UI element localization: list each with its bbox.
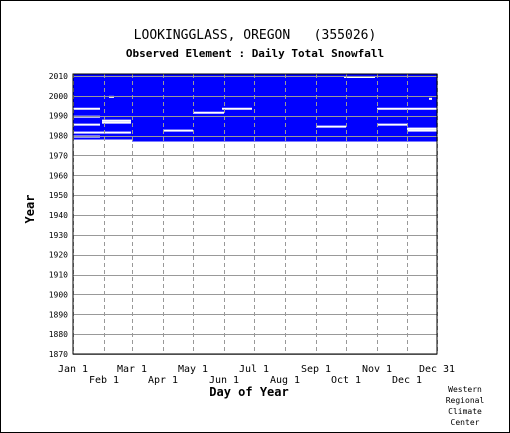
data-block-0-0 [73,74,132,140]
y-tick-label: 1990 [49,112,68,121]
x-tick-label: Dec 1 [392,375,422,386]
y-tick-label: 1870 [49,350,68,359]
y-tick-label: 2000 [49,92,68,101]
x-tick-labels: Jan 1 Mar 1 May 1 Jul 1 Sep 1 Nov 1 Dec 31 Feb … [58,364,455,386]
x-tick-label: Nov 1 [362,364,392,375]
missing-segment [163,129,193,132]
missing-segment [429,97,432,100]
missing-segment [102,121,131,124]
plot-border [72,73,438,355]
y-tick-label: 1980 [49,132,68,141]
x-tick-label: Apr 1 [148,375,178,386]
y-tick-label: 1890 [49,310,68,319]
y-tick-label: 1950 [49,191,68,200]
y-tick-labels: 1870 1880 1890 1900 1910 1920 1930 1940 1950 1960… [49,72,68,359]
y-tick-label: 1910 [49,271,68,280]
y-tick-label: 1970 [49,151,68,160]
credit-line-3: Climate [448,407,482,416]
chart-subtitle: Observed Element : Daily Total Snowfall [126,47,384,60]
missing-segment [377,107,437,110]
missing-segment [407,129,437,132]
y-tick-label: 1940 [49,211,68,220]
x-tick-label: Jun 1 [209,375,239,386]
missing-segment [73,131,131,134]
x-tick-label: Oct 1 [331,375,361,386]
missing-segment [102,119,131,122]
y-tick-label: 2010 [49,72,68,81]
y-tick-label: 1960 [49,171,68,180]
y-tick-label: 1920 [49,251,68,260]
missing-segment [407,127,437,130]
missing-segment [73,107,100,110]
x-tick-label: Dec 31 [419,364,455,375]
x-tick-label: Feb 1 [89,375,119,386]
missing-segment [316,125,346,128]
missing-segment [193,111,224,114]
x-tick-label: Jul 1 [239,364,269,375]
y-tick-label: 1930 [49,231,68,240]
credit-line-2: Regional [445,396,485,405]
x-tick-label: Sep 1 [301,364,331,375]
x-axis-label: Day of Year [209,385,288,399]
x-tick-label: Aug 1 [270,375,300,386]
credit-line-1: Western [448,385,482,394]
chart-title: LOOKINGGLASS, OREGON (355026) [134,28,377,43]
x-tick-label: Mar 1 [117,364,147,375]
missing-segment [222,107,252,110]
missing-segment [73,123,100,126]
credit-line-4: Center [450,418,480,427]
y-tick-label: 1880 [49,330,68,339]
wrcc-credit: Western Regional Climate Center [435,384,495,428]
y-tick-label: 1900 [49,290,68,299]
y-axis-label: Year [23,195,37,224]
x-tick-label: Jan 1 [58,364,88,375]
missing-segment [377,123,407,126]
data-layer [73,74,437,142]
x-tick-label: May 1 [178,364,208,375]
